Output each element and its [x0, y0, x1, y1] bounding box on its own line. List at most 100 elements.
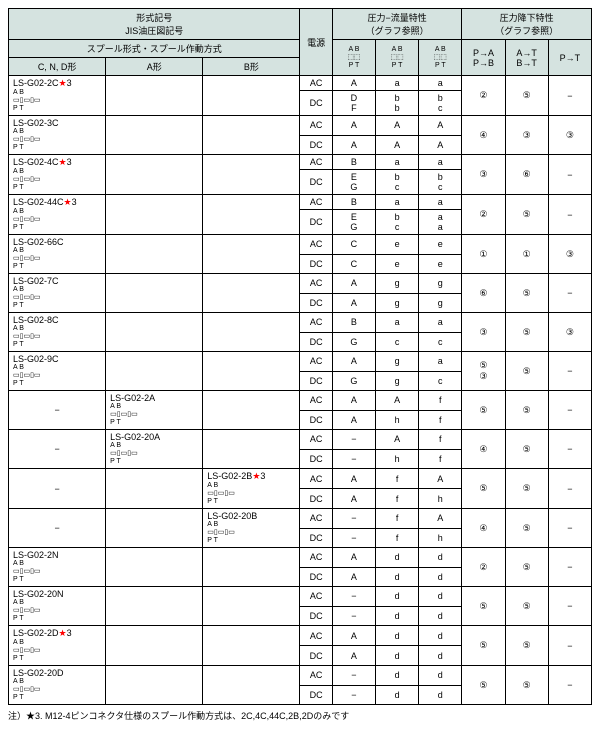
data-cell: AC: [300, 391, 332, 411]
data-cell: DC: [300, 210, 332, 235]
hdr-cnd: C, N, D形: [9, 58, 106, 76]
data-cell: B: [332, 313, 375, 333]
data-cell: A: [332, 410, 375, 430]
data-cell: c: [419, 332, 462, 352]
table-row: LS-G02-9CA B▭▯▭▯▭P TACAga⑤③⑤−: [9, 352, 592, 372]
data-cell: −: [332, 528, 375, 548]
table-row: LS-G02-4C★3A B▭▯▭▯▭P TACBaa③⑥−: [9, 155, 592, 170]
data-cell: −: [332, 587, 375, 607]
result-cell: ③: [548, 235, 591, 274]
model-cell: LS-G02-2C★3A B▭▯▭▯▭P T: [9, 76, 106, 116]
result-cell: ⑤: [505, 352, 548, 391]
data-cell: AC: [300, 509, 332, 529]
data-cell: C: [332, 254, 375, 274]
data-cell: d: [376, 666, 419, 686]
model-cell: LS-G02-66CA B▭▯▭▯▭P T: [9, 235, 106, 274]
data-cell: DC: [300, 254, 332, 274]
result-cell: ⑤: [505, 274, 548, 313]
model-cell: LS-G02-44C★3A B▭▯▭▯▭P T: [9, 195, 106, 235]
data-cell: A: [332, 274, 375, 294]
result-cell: ⑤: [505, 430, 548, 469]
result-cell: ⑤③: [462, 352, 505, 391]
data-cell: A: [376, 430, 419, 450]
model-cell: [106, 274, 203, 313]
model-cell: [106, 548, 203, 587]
data-cell: bc: [376, 170, 419, 195]
data-cell: h: [419, 489, 462, 509]
model-cell: LS-G02-9CA B▭▯▭▯▭P T: [9, 352, 106, 391]
data-cell: DC: [300, 685, 332, 705]
data-cell: f: [419, 410, 462, 430]
data-cell: d: [419, 666, 462, 686]
model-cell: LS-G02-4C★3A B▭▯▭▯▭P T: [9, 155, 106, 195]
data-cell: AC: [300, 116, 332, 136]
hdr-model-jis: 形式記号JIS油圧図記号: [9, 9, 300, 40]
model-cell: LS-G02-2AA B▭▯▭▯▭P T: [106, 391, 203, 430]
data-cell: d: [419, 548, 462, 568]
data-cell: e: [419, 254, 462, 274]
data-cell: g: [376, 293, 419, 313]
data-cell: d: [376, 626, 419, 646]
model-cell: LS-G02-20AA B▭▯▭▯▭P T: [106, 430, 203, 469]
data-cell: g: [376, 352, 419, 372]
result-cell: −: [548, 274, 591, 313]
data-cell: DC: [300, 332, 332, 352]
data-cell: d: [419, 567, 462, 587]
model-cell: LS-G02-3CA B▭▯▭▯▭P T: [9, 116, 106, 155]
model-cell: [106, 235, 203, 274]
result-cell: ⑤: [505, 391, 548, 430]
data-cell: AC: [300, 469, 332, 489]
model-cell: LS-G02-7CA B▭▯▭▯▭P T: [9, 274, 106, 313]
result-cell: −: [548, 352, 591, 391]
model-cell: [203, 274, 300, 313]
table-row: LS-G02-2C★3A B▭▯▭▯▭P TACAaa②⑤−: [9, 76, 592, 91]
model-cell: [203, 116, 300, 155]
table-row: LS-G02-44C★3A B▭▯▭▯▭P TACBaa②⑤−: [9, 195, 592, 210]
result-cell: ②: [462, 548, 505, 587]
model-cell: LS-G02-8CA B▭▯▭▯▭P T: [9, 313, 106, 352]
data-cell: g: [419, 293, 462, 313]
hdr-at: A→TB→T: [505, 40, 548, 76]
model-cell: LS-G02-2D★3A B▭▯▭▯▭P T: [9, 626, 106, 666]
table-row: LS-G02-7CA B▭▯▭▯▭P TACAgg⑥⑤−: [9, 274, 592, 294]
data-cell: e: [419, 235, 462, 255]
footnote: 注）★3. M12-4ピンコネクタ仕様のスプール作動方式は、2C,4C,44C,…: [8, 709, 592, 722]
data-cell: c: [376, 332, 419, 352]
model-cell: −: [9, 509, 106, 548]
result-cell: ⑤: [505, 587, 548, 626]
result-cell: ②: [462, 76, 505, 116]
model-cell: LS-G02-2NA B▭▯▭▯▭P T: [9, 548, 106, 587]
data-cell: a: [376, 155, 419, 170]
result-cell: ⑤: [462, 469, 505, 509]
data-cell: DC: [300, 135, 332, 155]
data-cell: aa: [419, 210, 462, 235]
model-cell: [203, 313, 300, 352]
result-cell: ⑥: [505, 155, 548, 195]
table-header: 形式記号JIS油圧図記号 電源 圧力−流量特性（グラフ参照） 圧力降下特性（グラ…: [9, 9, 592, 76]
table-row: −LS-G02-20BA B▭▯▭▯▭P TAC−fA④⑤−: [9, 509, 592, 529]
result-cell: −: [548, 76, 591, 116]
data-cell: A: [332, 135, 375, 155]
data-cell: A: [332, 646, 375, 666]
model-cell: [203, 391, 300, 430]
data-cell: B: [332, 195, 375, 210]
data-cell: DC: [300, 606, 332, 626]
data-cell: d: [419, 646, 462, 666]
table-row: −LS-G02-2AA B▭▯▭▯▭P TACAAf⑤⑤−: [9, 391, 592, 411]
data-cell: bc: [376, 210, 419, 235]
data-cell: A: [332, 391, 375, 411]
data-cell: AC: [300, 626, 332, 646]
hdr-pressure-flow: 圧力−流量特性（グラフ参照）: [332, 9, 462, 40]
data-cell: d: [419, 626, 462, 646]
data-cell: AC: [300, 274, 332, 294]
data-cell: DC: [300, 371, 332, 391]
model-cell: [106, 469, 203, 509]
result-cell: −: [548, 626, 591, 666]
hdr-b: B形: [203, 58, 300, 76]
table-row: LS-G02-3CA B▭▯▭▯▭P TACAAA④③③: [9, 116, 592, 136]
data-cell: A: [332, 293, 375, 313]
model-cell: [203, 352, 300, 391]
model-cell: [203, 235, 300, 274]
table-row: −LS-G02-20AA B▭▯▭▯▭P TAC−Af④⑤−: [9, 430, 592, 450]
data-cell: −: [332, 509, 375, 529]
